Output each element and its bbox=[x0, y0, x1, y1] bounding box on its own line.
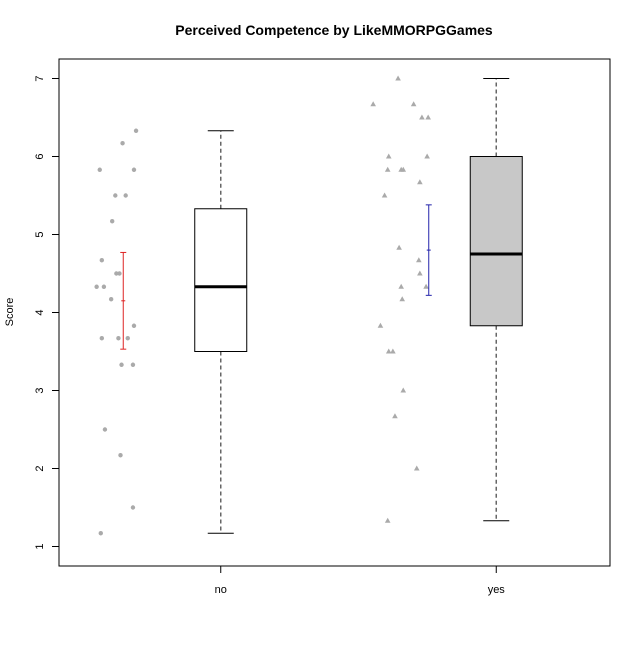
plot-frame bbox=[58, 58, 611, 567]
data-point bbox=[97, 167, 102, 172]
data-point bbox=[108, 297, 114, 302]
data-point bbox=[413, 465, 420, 471]
y-tick-label: 2 bbox=[34, 465, 46, 471]
data-point bbox=[117, 271, 122, 276]
y-tick-label: 1 bbox=[34, 543, 46, 549]
x-tick-label: yes bbox=[488, 584, 506, 596]
confidence-intervals bbox=[120, 204, 432, 350]
data-point bbox=[370, 101, 376, 107]
data-point bbox=[400, 387, 407, 393]
data-point bbox=[110, 219, 115, 224]
data-point bbox=[385, 348, 392, 354]
data-point bbox=[417, 179, 423, 185]
data-point bbox=[125, 336, 130, 341]
data-point bbox=[102, 427, 108, 432]
data-point bbox=[116, 336, 121, 341]
box-iqr bbox=[194, 208, 248, 352]
x-tick-label: no bbox=[215, 584, 227, 596]
data-point bbox=[425, 114, 431, 120]
data-point bbox=[381, 192, 388, 198]
data-point bbox=[399, 296, 406, 302]
axes: 1 2 3 4 5 6 7 no yes bbox=[34, 75, 505, 596]
data-point bbox=[119, 362, 124, 367]
data-point bbox=[94, 284, 99, 289]
data-point bbox=[400, 166, 407, 172]
data-point bbox=[377, 322, 384, 328]
data-point bbox=[131, 323, 137, 328]
data-point bbox=[99, 336, 105, 341]
data-point bbox=[114, 271, 119, 276]
data-point bbox=[118, 453, 123, 458]
boxes bbox=[194, 78, 523, 534]
data-point bbox=[120, 141, 125, 146]
data-point bbox=[384, 166, 391, 172]
data-point bbox=[423, 283, 429, 289]
data-point bbox=[417, 270, 423, 276]
data-point bbox=[99, 258, 105, 263]
data-point bbox=[392, 413, 398, 419]
data-point bbox=[395, 75, 401, 81]
data-point bbox=[113, 193, 118, 198]
data-point bbox=[133, 128, 139, 133]
data-point bbox=[98, 531, 103, 536]
data-point bbox=[398, 283, 404, 289]
data-point bbox=[424, 153, 430, 159]
data-point bbox=[123, 193, 128, 198]
data-point bbox=[410, 101, 417, 107]
data-points bbox=[94, 75, 431, 536]
data-point bbox=[396, 244, 402, 250]
chart-title: Perceived Competence by LikeMMORPGGames bbox=[175, 22, 493, 38]
data-point bbox=[385, 153, 392, 159]
data-point bbox=[131, 167, 137, 172]
data-point bbox=[130, 505, 136, 510]
y-axis-label: Score bbox=[4, 298, 16, 327]
data-point bbox=[416, 257, 422, 263]
y-tick-label: 3 bbox=[34, 387, 46, 393]
box-iqr bbox=[469, 156, 523, 327]
data-point bbox=[384, 517, 391, 523]
data-point bbox=[101, 284, 107, 289]
data-point bbox=[130, 362, 136, 367]
y-tick-label: 7 bbox=[34, 75, 46, 81]
y-tick-label: 6 bbox=[34, 153, 46, 159]
data-point bbox=[419, 114, 425, 120]
y-tick-label: 4 bbox=[34, 309, 46, 315]
data-point bbox=[390, 348, 396, 354]
y-tick-label: 5 bbox=[34, 231, 46, 237]
